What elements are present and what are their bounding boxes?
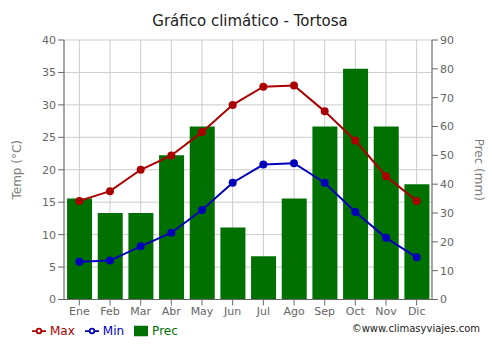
svg-text:Jul: Jul (256, 305, 270, 318)
html-text:Min: Min (102, 323, 125, 338)
svg-text:Oct: Oct (346, 305, 366, 318)
svg-text:Abr: Abr (162, 305, 182, 318)
svg-text:Feb: Feb (100, 305, 119, 318)
svg-text:70: 70 (440, 92, 454, 105)
html-text:Prec: Prec (152, 323, 178, 338)
svg-text:Dic: Dic (408, 305, 426, 318)
svg-text:60: 60 (440, 120, 454, 133)
svg-text:20: 20 (42, 164, 56, 177)
svg-text:Prec (mm): Prec (mm) (472, 139, 486, 201)
svg-text:30: 30 (42, 99, 56, 112)
svg-text:25: 25 (42, 131, 56, 144)
svg-text:5: 5 (49, 261, 56, 274)
svg-text:Sep: Sep (314, 305, 335, 318)
svg-text:Mar: Mar (130, 305, 151, 318)
svg-text:35: 35 (42, 66, 56, 79)
svg-text:Ago: Ago (283, 305, 305, 318)
svg-text:Temp (°C): Temp (°C) (10, 140, 24, 201)
svg-text:80: 80 (440, 63, 454, 76)
svg-text:40: 40 (440, 178, 454, 191)
html-text:Max: Max (50, 323, 75, 338)
html-text:Gráfico climático - Tortosa: Gráfico climático - Tortosa (152, 12, 348, 30)
html-text:©www.climasyviajes.com: ©www.climasyviajes.com (351, 323, 480, 334)
svg-text:50: 50 (440, 149, 454, 162)
svg-text:30: 30 (440, 207, 454, 220)
svg-text:10: 10 (440, 265, 454, 278)
svg-text:15: 15 (42, 196, 56, 209)
svg-text:0: 0 (49, 293, 56, 306)
svg-text:40: 40 (42, 34, 56, 47)
svg-text:May: May (191, 305, 214, 318)
svg-text:10: 10 (42, 229, 56, 242)
svg-text:90: 90 (440, 34, 454, 47)
svg-text:0: 0 (440, 293, 447, 306)
svg-text:Nov: Nov (375, 305, 397, 318)
svg-text:Jun: Jun (223, 305, 241, 318)
svg-text:Ene: Ene (69, 305, 90, 318)
svg-text:20: 20 (440, 236, 454, 249)
